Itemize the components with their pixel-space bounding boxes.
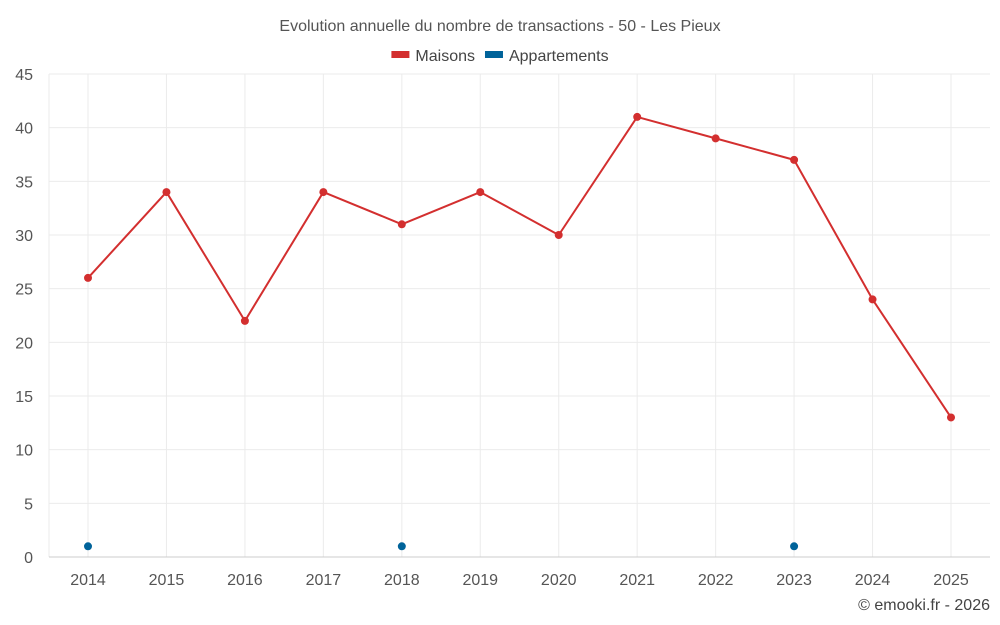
x-tick-label: 2022 [698,572,734,589]
data-point[interactable] [868,295,877,304]
x-tick-label: 2016 [227,572,263,589]
legend-item-appartements[interactable]: Appartements [484,48,609,65]
x-tick-label: 2019 [462,572,498,589]
data-point[interactable] [476,188,485,197]
series [84,112,955,551]
x-tick-label: 2018 [384,572,420,589]
data-point[interactable] [240,316,249,325]
x-tick-label: 2017 [306,572,342,589]
data-point[interactable] [162,188,171,197]
series-appartements [84,542,799,551]
y-tick-label: 35 [15,174,33,191]
data-point[interactable] [84,273,92,282]
x-tick-label: 2025 [933,572,969,589]
legend-label: Maisons [415,48,475,65]
data-point[interactable] [790,542,799,551]
y-tick-label: 0 [24,550,33,567]
legend-swatch [484,51,503,58]
y-tick-label: 25 [15,282,33,299]
grid [48,73,990,557]
y-tick-label: 10 [15,443,33,460]
data-point[interactable] [397,220,406,229]
series-line [87,115,952,419]
y-tick-label: 15 [15,389,33,406]
x-tick-label: 2023 [776,572,812,589]
x-tick-label: 2020 [541,572,577,589]
legend: Maisons Appartements [391,48,609,65]
data-point[interactable] [397,542,406,551]
x-tick-label: 2015 [149,572,185,589]
y-tick-label: 5 [24,496,33,513]
legend-label: Appartements [509,48,609,65]
data-point[interactable] [790,155,799,164]
data-point[interactable] [947,413,955,422]
chart-title: Evolution annuelle du nombre de transact… [279,18,720,35]
y-tick-label: 20 [15,335,33,352]
x-tick-label: 2021 [619,572,655,589]
y-tick-label: 40 [15,121,33,138]
series-maisons [84,112,955,422]
y-tick-label: 45 [15,67,33,84]
credit-text: © emooki.fr - 2026 [858,597,990,614]
data-point[interactable] [84,542,92,551]
data-point[interactable] [711,134,720,143]
legend-swatch [391,51,410,58]
x-tick-label: 2024 [855,572,891,589]
data-point[interactable] [633,112,642,121]
data-point[interactable] [554,231,563,239]
y-tick-label: 30 [15,228,33,245]
data-point[interactable] [319,188,328,197]
x-tick-label: 2014 [70,572,106,589]
legend-item-maisons[interactable]: Maisons [391,48,475,65]
